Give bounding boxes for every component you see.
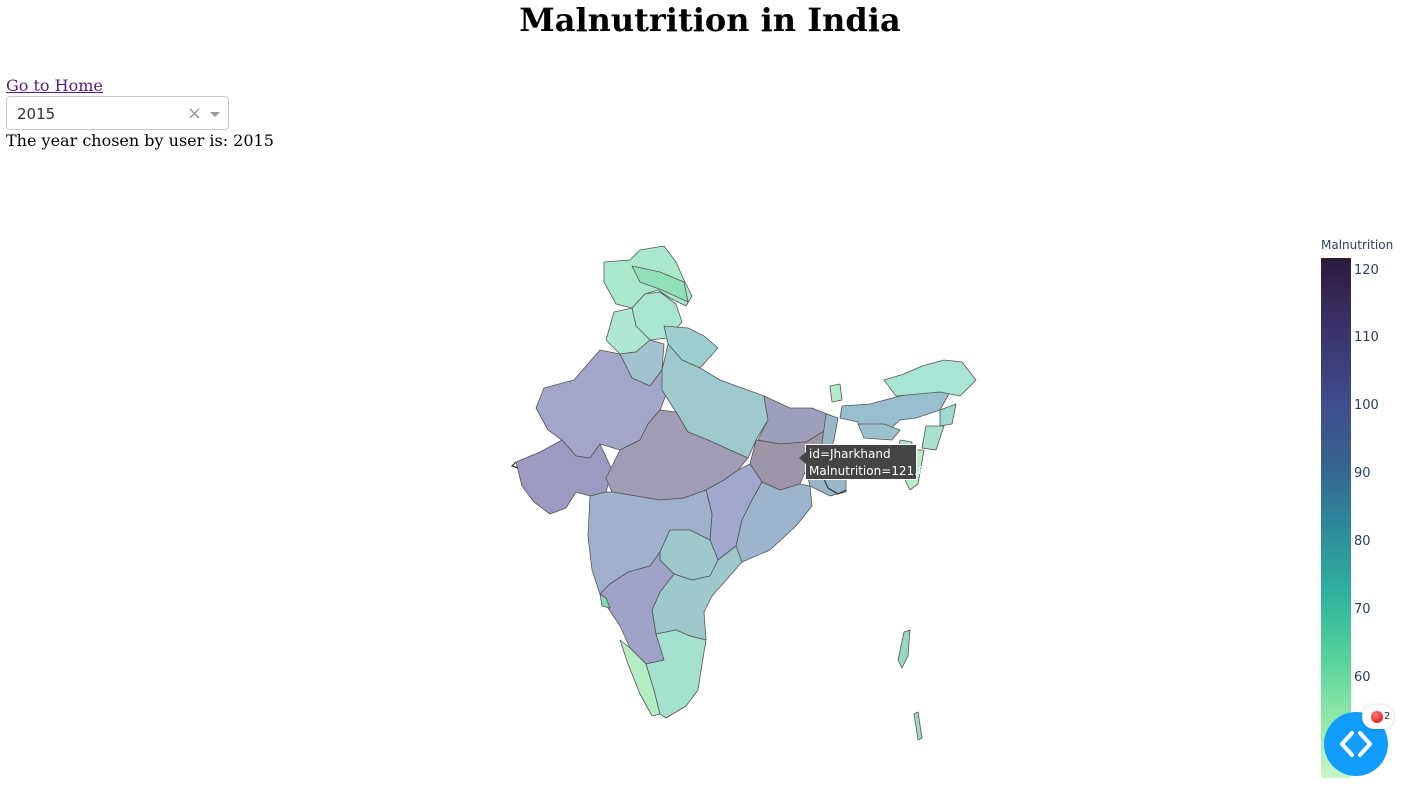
state-sikkim[interactable] [829,383,843,403]
colorbar-tick: 120 [1354,263,1379,278]
chevron-down-icon[interactable] [210,112,220,117]
tooltip-id: id=Jharkhand [809,447,891,461]
state-karnataka[interactable] [599,551,675,665]
andaman-islands[interactable] [897,629,911,669]
home-link[interactable]: Go to Home [6,76,103,95]
error-dot-icon [1371,711,1383,723]
year-dropdown-value: 2015 [17,105,56,123]
state-odisha[interactable] [735,481,813,563]
state-nagaland[interactable] [939,403,957,427]
nicobar-islands[interactable] [913,711,923,741]
colorbar-tick: 100 [1354,398,1379,413]
error-count: 2 [1384,711,1391,722]
colorbar-tick: 80 [1354,534,1371,549]
india-map[interactable] [0,180,1420,797]
tooltip-value: Malnutrition=121.8 [809,464,926,478]
page-title: Malnutrition in India [519,1,901,39]
state-tamil-nadu[interactable] [645,629,707,719]
choropleth-map[interactable] [0,180,1420,797]
code-brackets-icon [1340,731,1372,757]
colorbar-tick: 90 [1354,466,1371,481]
colorbar-tick: 70 [1354,602,1371,617]
colorbar [1321,258,1351,778]
state-goa[interactable] [599,593,611,609]
state-arunachal[interactable] [883,359,977,397]
map-tooltip: id=Jharkhand Malnutrition=121.8 [799,444,926,480]
state-uttar-pradesh[interactable] [661,343,769,459]
state-ladakh-strip[interactable] [631,265,689,303]
state-manipur[interactable] [921,425,945,451]
error-badge[interactable]: 2 [1362,705,1394,729]
year-dropdown[interactable]: 2015 × [6,96,229,130]
chosen-year-text: The year chosen by user is: 2015 [6,131,274,150]
colorbar-title: Malnutrition [1321,238,1394,252]
colorbar-tick: 110 [1354,330,1379,345]
colorbar-tick: 60 [1354,670,1371,685]
clear-icon[interactable]: × [186,103,202,124]
state-meghalaya[interactable] [857,423,901,441]
